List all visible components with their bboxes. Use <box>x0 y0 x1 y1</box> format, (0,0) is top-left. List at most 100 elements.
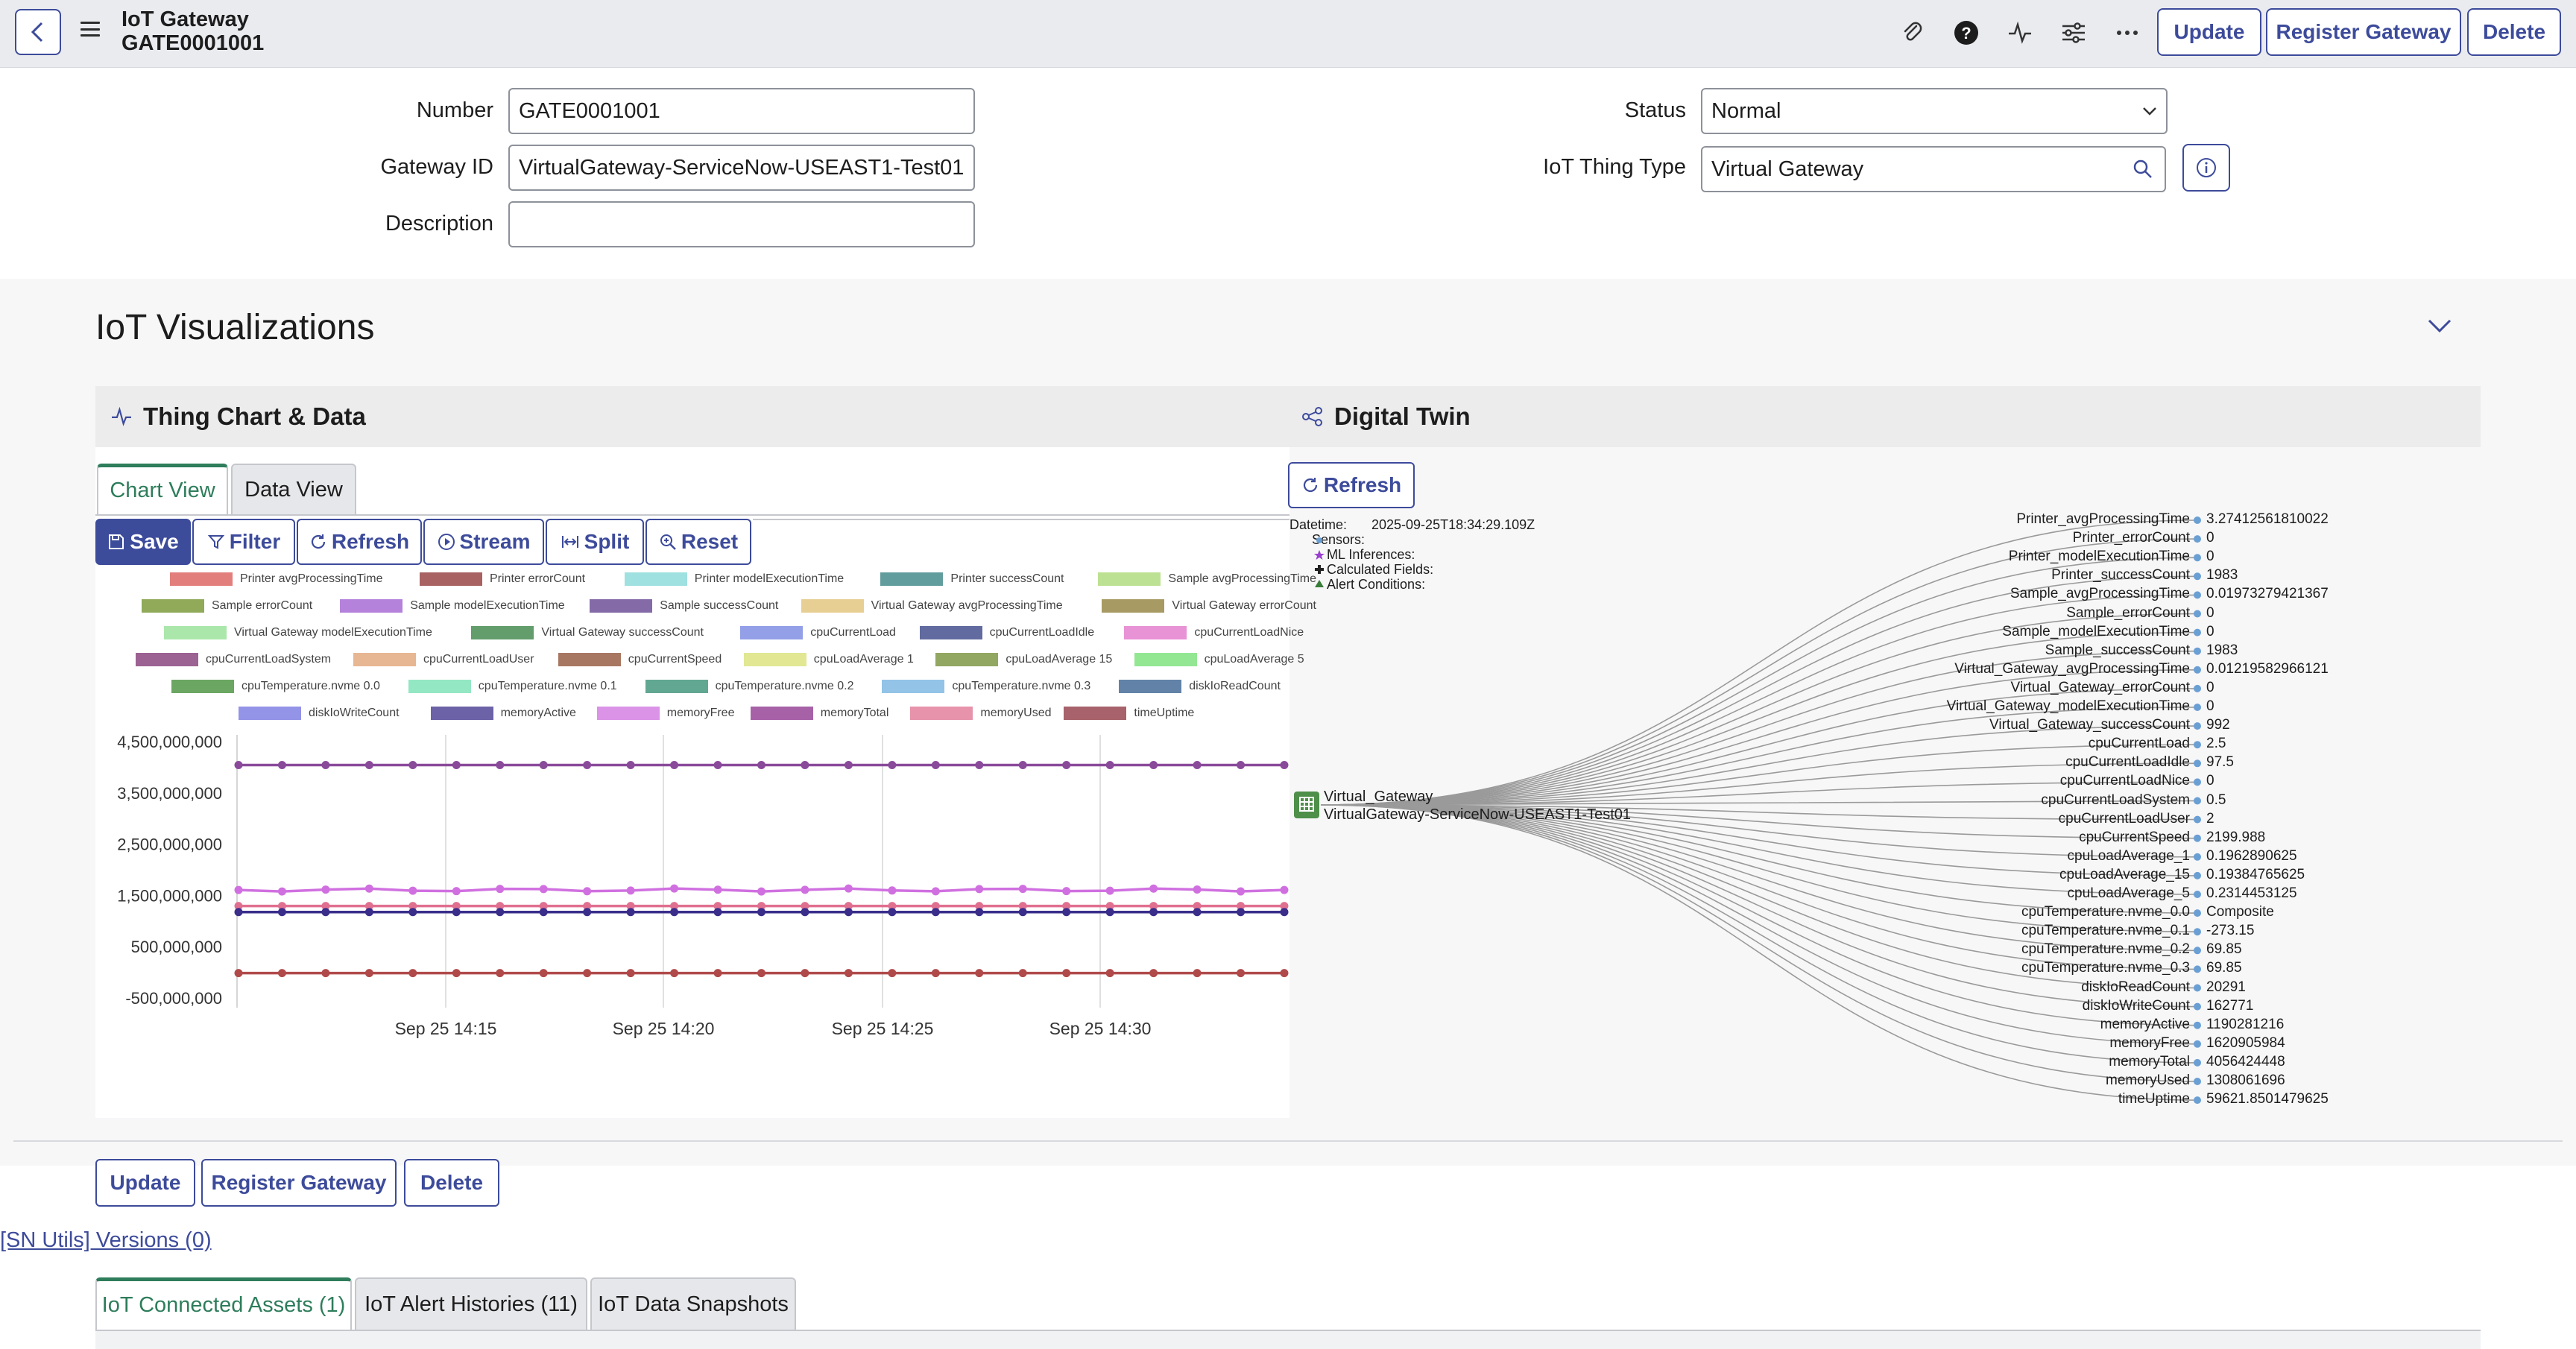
update-button-bottom[interactable]: Update <box>95 1159 195 1207</box>
series-point[interactable] <box>626 908 635 917</box>
register-gateway-button-bottom[interactable]: Register Gateway <box>201 1159 397 1207</box>
series-point[interactable] <box>1280 908 1289 917</box>
settings-sliders-icon[interactable] <box>2059 18 2089 48</box>
series-point[interactable] <box>1062 902 1071 911</box>
series-point[interactable] <box>975 885 984 894</box>
series-point[interactable] <box>801 969 809 978</box>
series-point[interactable] <box>583 887 592 896</box>
series-point[interactable] <box>364 761 373 770</box>
series-point[interactable] <box>452 887 461 896</box>
legend-item[interactable]: cpuCurrentSpeed <box>558 653 722 666</box>
series-point[interactable] <box>1280 969 1289 978</box>
legend-item[interactable]: Sample modelExecutionTime <box>340 599 565 613</box>
legend-item[interactable]: cpuCurrentLoad <box>740 626 896 639</box>
delete-button[interactable]: Delete <box>2467 8 2561 56</box>
legend-item[interactable]: cpuLoadAverage 5 <box>1134 653 1304 666</box>
series-point[interactable] <box>321 908 330 917</box>
series-point[interactable] <box>583 969 592 978</box>
leaf-dot[interactable] <box>2194 647 2201 655</box>
tab-iot-alert-histories[interactable]: IoT Alert Histories (11) <box>355 1277 587 1330</box>
series-point[interactable] <box>757 887 765 896</box>
series-point[interactable] <box>321 761 330 770</box>
series-point[interactable] <box>757 761 765 770</box>
series-point[interactable] <box>277 969 286 978</box>
series-point[interactable] <box>539 902 548 911</box>
sn-utils-versions-link[interactable]: [SN Utils] Versions (0) <box>0 1228 212 1252</box>
number-field[interactable]: GATE0001001 <box>508 88 975 134</box>
series-point[interactable] <box>1280 761 1289 770</box>
series-point[interactable] <box>364 902 373 911</box>
series-point[interactable] <box>408 908 417 917</box>
series-point[interactable] <box>539 969 548 978</box>
series-point[interactable] <box>670 902 679 911</box>
leaf-dot[interactable] <box>2194 834 2201 842</box>
series-point[interactable] <box>1149 884 1158 893</box>
series-point[interactable] <box>931 761 940 770</box>
series-point[interactable] <box>1193 902 1202 911</box>
series-point[interactable] <box>1018 908 1027 917</box>
gateway-node-icon[interactable] <box>1294 792 1319 818</box>
tab-data-view[interactable]: Data View <box>231 464 356 514</box>
series-point[interactable] <box>757 908 765 917</box>
series-point[interactable] <box>277 887 286 896</box>
series-point[interactable] <box>1018 885 1027 894</box>
series-point[interactable] <box>888 908 897 917</box>
series-point[interactable] <box>1193 761 1202 770</box>
series-point[interactable] <box>931 887 940 896</box>
leaf-dot[interactable] <box>2194 1078 2201 1085</box>
legend-item[interactable]: memoryUsed <box>910 707 1052 720</box>
legend-item[interactable]: Virtual Gateway errorCount <box>1102 599 1316 613</box>
series-point[interactable] <box>1149 908 1158 917</box>
leaf-dot[interactable] <box>2194 741 2201 749</box>
series-point[interactable] <box>757 902 765 911</box>
series-point[interactable] <box>1062 887 1071 896</box>
leaf-dot[interactable] <box>2194 628 2201 636</box>
series-point[interactable] <box>583 761 592 770</box>
series-point[interactable] <box>1018 969 1027 978</box>
series-point[interactable] <box>277 761 286 770</box>
series-point[interactable] <box>1193 885 1202 894</box>
series-point[interactable] <box>408 969 417 978</box>
series-point[interactable] <box>452 902 461 911</box>
leaf-dot[interactable] <box>2194 1096 2201 1105</box>
series-point[interactable] <box>1237 761 1246 770</box>
series-point[interactable] <box>1105 969 1114 978</box>
series-point[interactable] <box>496 969 505 978</box>
leaf-dot[interactable] <box>2194 871 2201 879</box>
legend-item[interactable]: Virtual Gateway avgProcessingTime <box>801 599 1063 613</box>
series-point[interactable] <box>975 908 984 917</box>
series-point[interactable] <box>408 761 417 770</box>
series-point[interactable] <box>408 902 417 911</box>
series-point[interactable] <box>364 908 373 917</box>
series-point[interactable] <box>888 902 897 911</box>
legend-item[interactable]: cpuTemperature.nvme 0.2 <box>645 680 853 693</box>
legend-item[interactable]: cpuCurrentLoadIdle <box>919 626 1094 639</box>
series-point[interactable] <box>713 885 722 894</box>
series-point[interactable] <box>234 969 243 978</box>
series-point[interactable] <box>713 969 722 978</box>
series-point[interactable] <box>364 969 373 978</box>
series-point[interactable] <box>931 969 940 978</box>
series-point[interactable] <box>801 902 809 911</box>
leaf-dot[interactable] <box>2194 1058 2201 1067</box>
leaf-dot[interactable] <box>2194 610 2201 618</box>
leaf-dot[interactable] <box>2194 778 2201 786</box>
legend-item[interactable]: cpuTemperature.nvme 0.1 <box>408 680 617 693</box>
series-point[interactable] <box>1280 902 1289 911</box>
leaf-dot[interactable] <box>2194 704 2201 711</box>
help-icon[interactable]: ? <box>1951 18 1981 48</box>
thing-type-field[interactable]: Virtual Gateway <box>1701 146 2123 192</box>
series-point[interactable] <box>801 761 809 770</box>
leaf-dot[interactable] <box>2194 591 2201 599</box>
series-point[interactable] <box>1105 886 1114 895</box>
series-point[interactable] <box>801 885 809 894</box>
series-point[interactable] <box>539 908 548 917</box>
legend-item[interactable]: cpuCurrentLoadSystem <box>136 653 331 666</box>
series-point[interactable] <box>364 884 373 893</box>
series-point[interactable] <box>888 886 897 895</box>
reference-info-button[interactable] <box>2182 144 2230 192</box>
series-point[interactable] <box>1237 887 1246 896</box>
series-point[interactable] <box>1105 902 1114 911</box>
series-point[interactable] <box>1062 908 1071 917</box>
leaf-dot[interactable] <box>2194 684 2201 692</box>
